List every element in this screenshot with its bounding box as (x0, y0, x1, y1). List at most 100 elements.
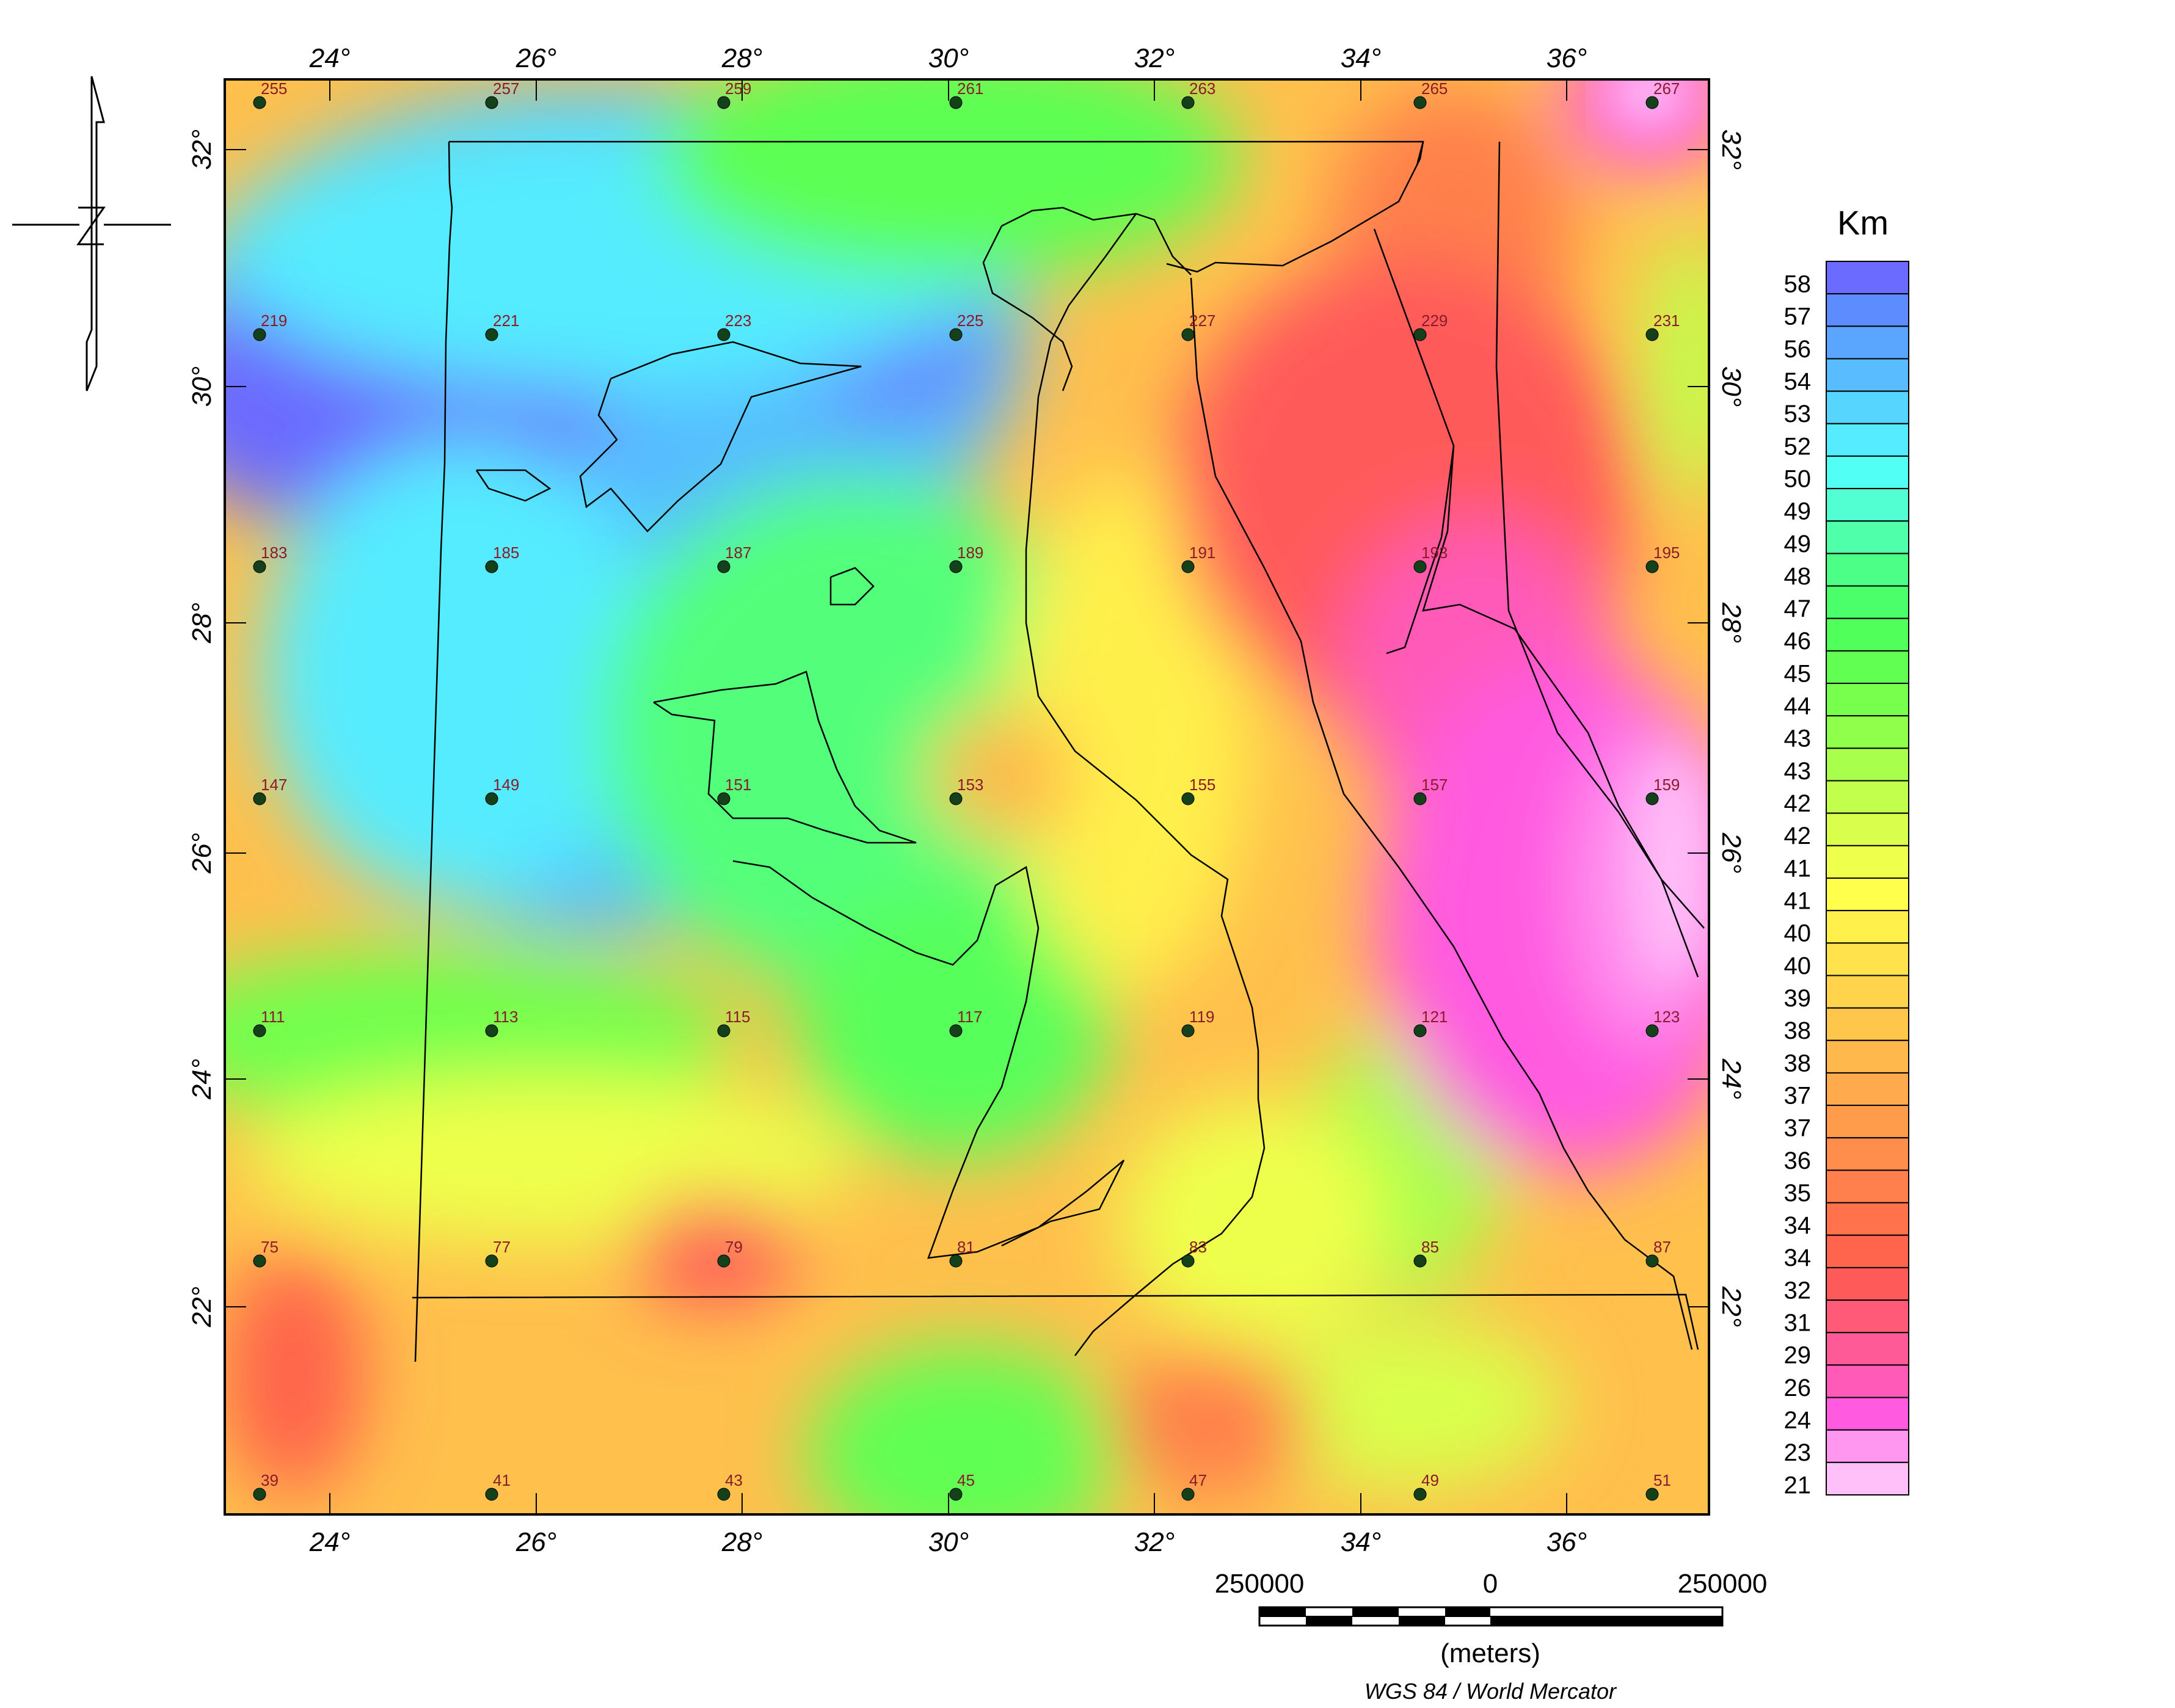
lat-tick-right-32: 32° (1716, 129, 1746, 170)
station-marker (1645, 96, 1659, 109)
station-marker (253, 792, 266, 805)
legend-label: 38 (1784, 1017, 1812, 1044)
station-marker (253, 1024, 266, 1038)
legend-swatch (1826, 293, 1909, 327)
legend-swatch (1826, 650, 1909, 685)
legend-swatch (1826, 910, 1909, 944)
station-marker (1413, 1024, 1427, 1038)
legend-swatch (1826, 1105, 1909, 1139)
legend-swatch (1826, 1397, 1909, 1431)
station-label: 261 (957, 79, 983, 98)
legend-label: 56 (1784, 336, 1812, 363)
legend-swatch (1826, 553, 1909, 587)
station-marker (717, 328, 730, 341)
station-marker (949, 96, 963, 109)
lon-tick-top-28: 28° (721, 43, 763, 73)
station-marker (1645, 560, 1659, 573)
legend-swatch (1826, 1332, 1909, 1366)
legend-swatch (1826, 585, 1909, 619)
lat-tick-right-26: 26° (1716, 832, 1746, 874)
legend-label: 47 (1784, 595, 1812, 622)
lat-tick-right-30: 30° (1716, 366, 1746, 407)
station-label: 183 (261, 543, 287, 562)
legend-label: 49 (1784, 498, 1812, 525)
legend-swatch (1826, 423, 1909, 457)
legend-colorbar (1826, 261, 1909, 1495)
station-label: 227 (1189, 311, 1215, 330)
station-marker (1413, 96, 1427, 109)
legend-swatch (1826, 455, 1909, 490)
station-label: 259 (725, 79, 751, 98)
station-marker (1181, 96, 1195, 109)
lon-tick-top-24: 24° (309, 43, 351, 73)
legend-swatch (1826, 1169, 1909, 1204)
station-label: 39 (261, 1471, 279, 1489)
legend-swatch (1826, 520, 1909, 554)
station-label: 115 (725, 1008, 750, 1026)
legend-swatch (1826, 1364, 1909, 1398)
legend-swatch (1826, 261, 1909, 295)
legend-label: 40 (1784, 953, 1812, 979)
station-marker (1181, 1254, 1195, 1268)
legend-swatch (1826, 1202, 1909, 1236)
legend-label: 48 (1784, 563, 1812, 590)
legend-swatch (1826, 1299, 1909, 1334)
station-label: 43 (725, 1471, 743, 1489)
station-label: 81 (957, 1238, 975, 1256)
station-label: 51 (1653, 1471, 1671, 1489)
station-label: 111 (261, 1008, 285, 1026)
legend-labels: 58 57 56 54 53 52 50 49 49 48 47 46 45 44 43 43 42 42 41 41… (1784, 271, 1812, 1499)
station-label: 45 (957, 1471, 975, 1489)
station-marker (949, 1254, 963, 1268)
legend-label: 43 (1784, 758, 1812, 785)
station-marker (485, 328, 498, 341)
station-label: 193 (1421, 543, 1448, 562)
projection-label: WGS 84 / World Mercator (1364, 1679, 1617, 1704)
legend-swatch (1826, 1234, 1909, 1268)
station-marker (253, 560, 266, 573)
station-label: 119 (1189, 1008, 1214, 1026)
lon-tick-top-36: 36° (1547, 43, 1587, 73)
legend-label: 57 (1784, 303, 1812, 330)
station-marker (949, 328, 963, 341)
lat-tick-left-28: 28° (187, 603, 217, 644)
station-marker (485, 1024, 498, 1038)
lat-tick-right-22: 22° (1716, 1286, 1746, 1328)
station-label: 221 (493, 311, 519, 330)
legend-swatch (1826, 488, 1909, 522)
station-marker (717, 1024, 730, 1038)
lon-tick-bottom-32: 32° (1134, 1527, 1175, 1557)
legend-swatch (1826, 942, 1909, 976)
station-marker (1645, 1488, 1659, 1501)
station-label: 229 (1421, 311, 1448, 330)
legend-label: 49 (1784, 531, 1812, 558)
legend-label: 54 (1784, 368, 1812, 395)
lat-tick-left-30: 30° (187, 366, 217, 407)
lat-tick-left-22: 22° (187, 1287, 217, 1328)
legend-label: 37 (1784, 1082, 1812, 1109)
station-marker (949, 560, 963, 573)
lon-tick-bottom-30: 30° (928, 1527, 969, 1557)
legend-label: 52 (1784, 433, 1812, 460)
station-label: 151 (725, 776, 751, 794)
lon-tick-top-26: 26° (516, 43, 557, 73)
station-label: 223 (725, 311, 751, 330)
station-label: 47 (1189, 1471, 1207, 1489)
lat-tick-left-32: 32° (187, 129, 217, 170)
lat-tick-right-24: 24° (1716, 1058, 1746, 1100)
lon-tick-bottom-28: 28° (721, 1527, 763, 1557)
station-label: 219 (261, 311, 287, 330)
station-marker (717, 96, 730, 109)
legend-label: 34 (1784, 1245, 1812, 1271)
station-label: 113 (493, 1008, 518, 1026)
station-marker (253, 96, 266, 109)
legend-label: 35 (1784, 1180, 1812, 1207)
station-label: 257 (493, 79, 519, 98)
legend-swatch (1826, 1072, 1909, 1107)
legend-swatch (1826, 1137, 1909, 1171)
legend-swatch (1826, 1039, 1909, 1074)
station-label: 75 (261, 1238, 279, 1256)
station-marker (717, 1254, 730, 1268)
legend-label: 26 (1784, 1375, 1812, 1401)
legend-label: 41 (1784, 888, 1812, 915)
